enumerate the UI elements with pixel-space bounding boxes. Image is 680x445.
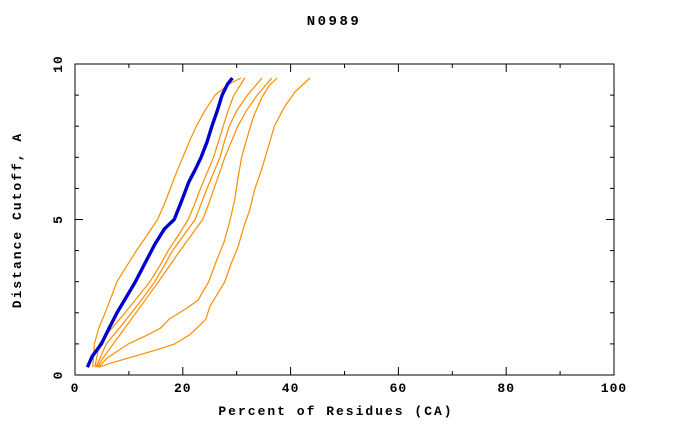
x-axis-label: Percent of Residues (CA) — [218, 404, 453, 419]
x-tick-label: 100 — [601, 381, 627, 396]
y-axis-label: Distance Cutoff, A — [10, 132, 25, 308]
curve-orange-model-5 — [97, 77, 278, 368]
plot-frame — [74, 63, 615, 376]
plot-title: N0989 — [307, 14, 362, 30]
curve-orange-model-3 — [95, 77, 263, 368]
y-tick-label: 5 — [51, 215, 66, 224]
curves — [85, 76, 311, 368]
x-tick-label: 0 — [71, 381, 80, 396]
curve-orange-model-6 — [98, 77, 311, 368]
curve-orange-model-2 — [94, 77, 246, 368]
axis-tick-labels: 0 20 40 60 80 100 0 5 10 — [51, 55, 627, 396]
axis-ticks — [74, 63, 615, 376]
y-tick-label: 10 — [51, 55, 66, 73]
curve-orange-model-1 — [92, 77, 242, 368]
curve-orange-model-4 — [96, 77, 273, 368]
y-tick-label: 0 — [51, 371, 66, 380]
curve-blue-highlighted-model — [85, 76, 234, 368]
x-tick-label: 40 — [282, 381, 300, 396]
x-tick-label: 60 — [390, 381, 408, 396]
x-tick-label: 20 — [174, 381, 192, 396]
x-tick-label: 80 — [497, 381, 515, 396]
